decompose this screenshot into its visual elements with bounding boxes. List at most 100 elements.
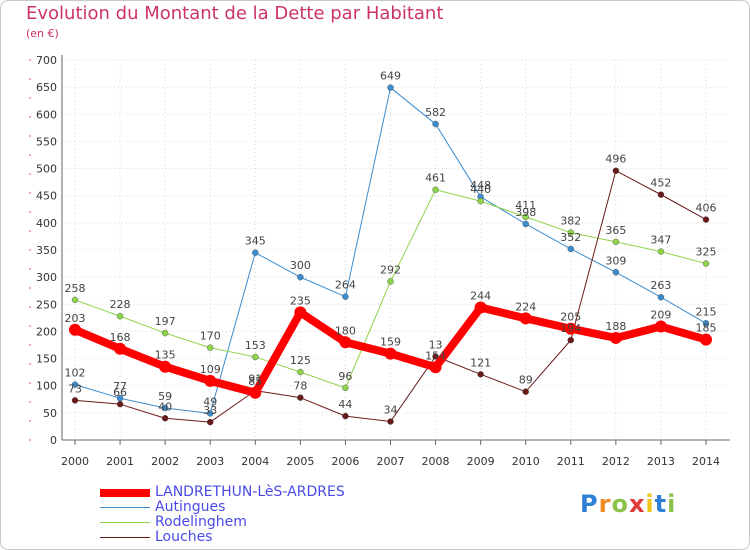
- legend-swatch-rodelinghem: [100, 522, 150, 523]
- decor-dot: [29, 439, 31, 441]
- x-tick-label: 2012: [602, 455, 630, 468]
- data-point: [207, 418, 214, 426]
- data-point: [249, 386, 262, 399]
- data-label: 258: [65, 282, 86, 295]
- decor-dot: [29, 325, 31, 327]
- data-label: 125: [290, 354, 311, 367]
- y-tick-label: 550: [36, 135, 57, 148]
- logo-letter: i: [667, 490, 677, 518]
- data-label: 180: [335, 324, 356, 337]
- data-label: 345: [245, 235, 266, 248]
- decor-dot: [29, 78, 31, 80]
- data-label: 168: [110, 331, 131, 344]
- x-tick-label: 2009: [467, 455, 495, 468]
- data-point: [567, 229, 574, 236]
- chart-title: Evolution du Montant de la Dette par Hab…: [26, 3, 444, 24]
- data-point: [297, 368, 304, 376]
- decor-dot: [29, 306, 31, 308]
- data-label: 224: [515, 300, 536, 313]
- data-label: 398: [515, 206, 536, 219]
- data-point: [429, 361, 442, 374]
- data-point: [71, 397, 79, 404]
- data-label: 135: [155, 349, 176, 362]
- logo-letter: o: [611, 490, 629, 518]
- decor-dot: [29, 97, 31, 99]
- decor-dot: [29, 154, 31, 156]
- data-label: 73: [68, 382, 82, 395]
- data-point: [294, 306, 307, 319]
- data-point: [702, 260, 710, 267]
- data-point: [204, 374, 217, 387]
- legend-item-autingues: Autingues: [100, 499, 400, 515]
- decor-dot: [29, 192, 31, 194]
- data-point: [342, 384, 349, 392]
- data-label: 91: [248, 373, 262, 386]
- legend-swatch-landrethun: [100, 489, 150, 497]
- data-point: [612, 238, 620, 246]
- data-label: 440: [470, 183, 491, 196]
- decor-dot: [29, 249, 31, 251]
- data-point: [71, 381, 79, 388]
- data-point: [161, 404, 169, 412]
- data-point: [522, 213, 529, 221]
- x-tick-label: 2010: [512, 455, 540, 468]
- data-label: 59: [158, 390, 172, 403]
- proxiti-logo: Proxiti: [580, 490, 676, 518]
- data-label: 244: [470, 290, 491, 303]
- data-point: [339, 336, 352, 349]
- data-point: [161, 329, 169, 337]
- data-point: [702, 320, 710, 327]
- legend-label-autingues: Autingues: [155, 499, 226, 515]
- data-label: 34: [384, 404, 398, 417]
- data-point: [612, 167, 620, 174]
- data-label: 159: [380, 336, 401, 349]
- data-point: [657, 294, 665, 301]
- data-point: [522, 388, 529, 395]
- data-point: [657, 191, 665, 198]
- data-label: 153: [245, 339, 266, 352]
- data-label: 411: [515, 199, 536, 212]
- legend-item-louches: Louches: [100, 529, 400, 545]
- logo-letter: i: [645, 490, 655, 518]
- data-label: 194: [560, 322, 581, 335]
- data-point: [654, 320, 667, 333]
- legend-label-louches: Louches: [155, 529, 213, 545]
- x-tick-label: 2007: [377, 455, 405, 468]
- data-label: 197: [155, 315, 176, 328]
- legend: LANDRETHUN-LèS-ARDRES Autingues Rodeling…: [100, 484, 400, 545]
- data-label: 102: [65, 367, 86, 380]
- legend-swatch-louches: [100, 537, 150, 538]
- x-tick-label: 2011: [557, 455, 585, 468]
- data-point: [207, 410, 214, 417]
- y-tick-label: 700: [36, 54, 57, 67]
- y-tick-label: 250: [36, 298, 57, 311]
- data-label: 365: [605, 224, 626, 237]
- y-tick-label: 400: [36, 217, 57, 230]
- data-label: 292: [380, 263, 401, 276]
- data-point: [207, 344, 214, 351]
- data-label: 85: [248, 375, 262, 388]
- data-point: [297, 394, 304, 401]
- data-label: 40: [158, 400, 172, 413]
- data-label: 235: [290, 294, 311, 307]
- data-label: 78: [293, 380, 307, 393]
- logo-letter: P: [580, 490, 599, 518]
- data-label: 382: [560, 215, 581, 228]
- data-point: [477, 197, 484, 205]
- data-label: 300: [290, 259, 311, 272]
- logo-letter: r: [598, 490, 612, 518]
- y-tick-label: 200: [36, 325, 57, 338]
- data-point: [116, 313, 124, 320]
- decor-dot: [29, 230, 31, 232]
- data-label: 13: [429, 338, 443, 351]
- data-point: [432, 186, 439, 193]
- data-label: 461: [425, 172, 446, 185]
- decor-dot: [29, 173, 31, 175]
- x-tick-label: 2013: [647, 455, 675, 468]
- decor-dot: [29, 420, 31, 422]
- data-label: 263: [650, 279, 671, 292]
- data-label: 44: [338, 398, 352, 411]
- data-label: 170: [200, 330, 221, 343]
- decor-dot: [29, 268, 31, 270]
